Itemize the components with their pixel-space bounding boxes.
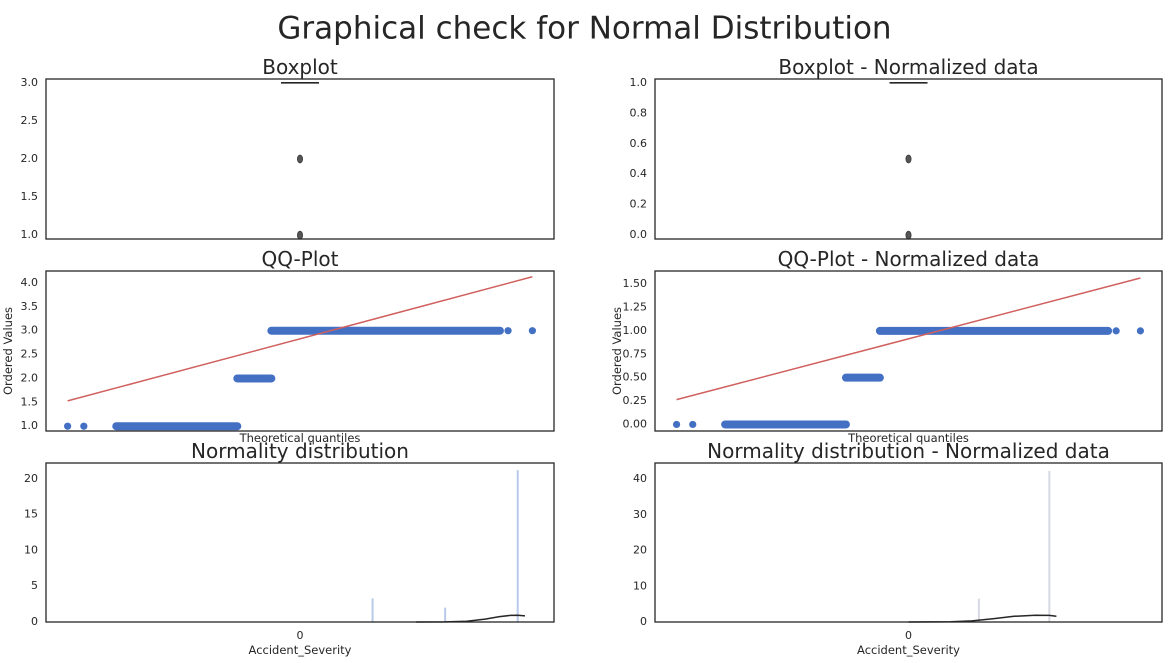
y-axis-label: Ordered Values [610,307,624,395]
y-tick-label: 0.0 [630,228,648,241]
y-tick-label: 1.0 [21,228,39,241]
x-axis-label: Theoretical quantiles [239,431,361,445]
chart-panel-1: Boxplot 1.0 1.5 2.0 2.5 3.0 [21,55,555,241]
qq-point [689,420,697,429]
y-tick-label: 1.0 [21,419,39,432]
y-tick-label: 10 [24,543,38,556]
qq-fit-line [676,277,1141,401]
chart-panel-4: QQ-Plot - Normalized data 0.00 0.25 0.50 0.7… [610,247,1163,445]
qq-point [1136,327,1145,335]
y-tick-label: 0.00 [623,417,648,430]
chart-panel-6: Normality distribution - Normalized data… [633,439,1163,657]
y-tick-label: 0.75 [623,347,648,360]
kde-curve [908,614,1057,623]
chart-panel-3: QQ-Plot 1.0 1.5 2.0 2.5 3.0 3.5 4.0 Theoretical … [1,247,555,445]
x-tick-label: 0 [905,629,912,642]
y-tick-label: 0.2 [630,198,648,211]
y-tick-label: 0.8 [630,106,648,119]
suptitle: Graphical check for Normal Distribution [277,11,891,47]
y-tick-label: 0 [640,615,647,628]
y-tick-label: 2.0 [21,371,39,384]
y-tick-label: 1.0 [630,76,648,89]
panel-title: QQ-Plot - Normalized data [778,247,1040,271]
panel-title: Boxplot - Normalized data [778,55,1038,79]
panel-title: QQ-Plot [262,247,339,271]
y-tick-label: 1.5 [21,395,39,408]
y-tick-label: 0.4 [630,167,648,180]
y-tick-label: 1.5 [21,190,39,203]
y-tick-label: 5 [31,579,38,592]
chart-panel-2: Boxplot - Normalized data 0.0 0.2 0.4 0.6 0.8… [630,55,1163,241]
y-tick-label: 0.50 [623,371,648,384]
axes-frame [654,270,1163,432]
y-tick-label: 15 [24,508,38,521]
y-tick-label: 1.50 [623,277,648,290]
y-tick-label: 3.5 [21,300,39,313]
kde-curve [416,614,526,623]
y-tick-label: 0 [31,615,38,628]
chart-panel-5: Normality distribution051015200Accident_… [24,439,555,657]
y-tick-label: 2.5 [21,348,39,361]
y-tick-label: 2.5 [21,114,39,127]
y-tick-label: 20 [633,544,647,557]
y-tick-label: 3.0 [21,76,39,89]
qq-point [528,327,536,335]
qq-point [80,422,88,430]
y-tick-label: 20 [24,472,38,485]
qq-point [64,422,72,430]
outlier-point [905,154,912,164]
y-tick-label: 10 [633,579,647,592]
y-tick-label: 1.00 [623,324,648,337]
x-axis-label: Accident_Severity [857,643,960,657]
panel-title: Normality distribution - Normalized data [707,439,1110,463]
outlier-point [296,154,303,164]
y-tick-label: 0.6 [630,137,648,150]
qq-fit-line [67,276,533,402]
qq-point [1112,327,1120,335]
y-tick-label: 3.0 [21,324,39,337]
x-axis-label: Accident_Severity [249,643,352,657]
panel-title: Normality distribution [191,439,409,463]
y-tick-label: 40 [633,472,647,485]
outlier-point [905,230,912,240]
qq-point [672,420,681,429]
outlier-point [296,230,303,240]
y-tick-label: 0.25 [623,394,648,407]
x-tick-label: 0 [297,629,304,642]
axes-frame [45,462,555,623]
y-tick-label: 30 [633,508,647,521]
y-axis-label: Ordered Values [1,307,15,395]
axes-frame [654,78,1163,240]
axes-frame [654,462,1163,623]
qq-point [504,327,512,335]
axes-frame [45,78,555,240]
y-tick-label: 2.0 [21,152,39,165]
x-axis-label: Theoretical quantiles [847,431,969,445]
y-tick-label: 1.25 [623,300,648,313]
y-tick-label: 4.0 [21,276,39,289]
panel-title: Boxplot [262,55,338,79]
axes-frame [45,270,555,432]
